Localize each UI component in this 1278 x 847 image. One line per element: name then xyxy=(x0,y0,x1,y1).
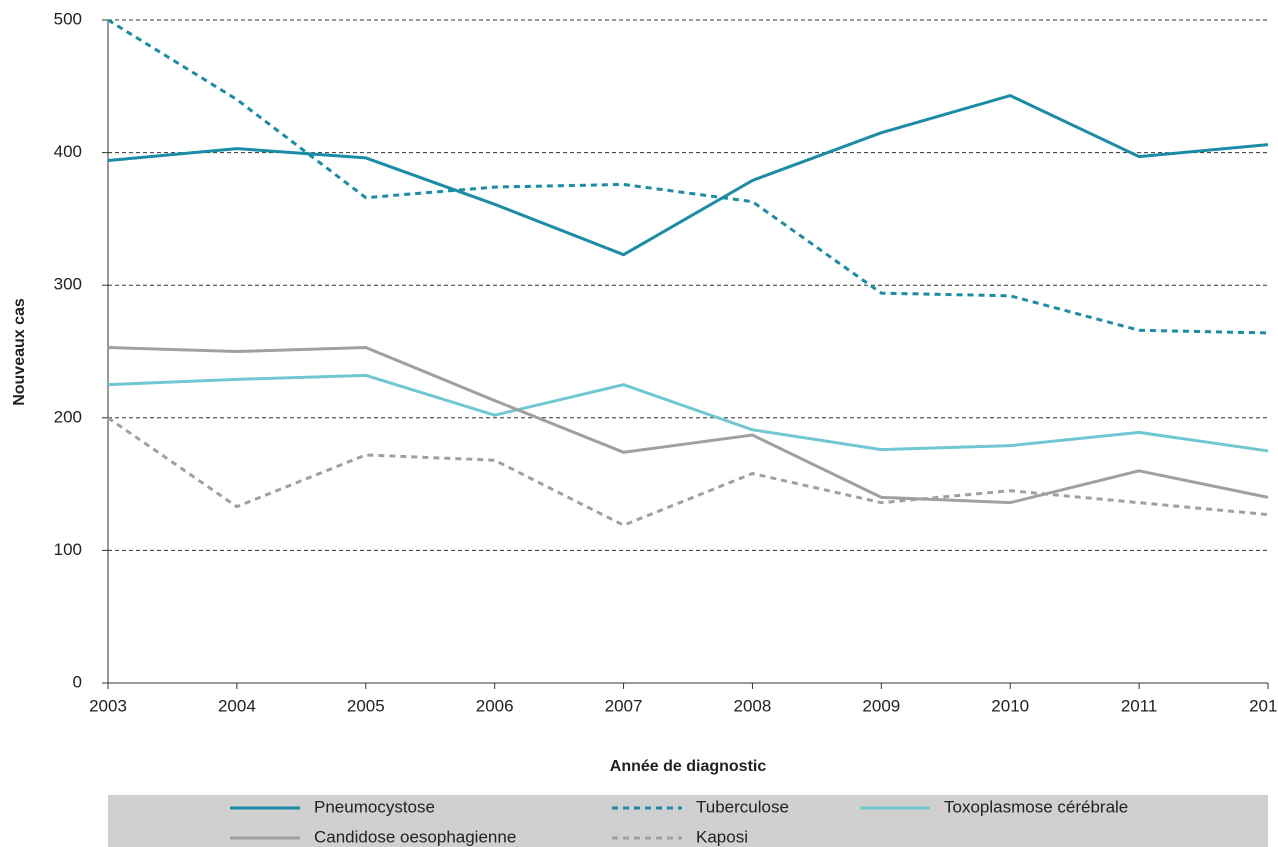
x-tick-label: 2005 xyxy=(347,696,385,715)
x-tick-label: 2008 xyxy=(734,696,772,715)
y-tick-label: 100 xyxy=(54,540,82,559)
series-line xyxy=(107,373,1269,453)
x-tick-label: 2004 xyxy=(218,696,256,715)
y-tick-label: 300 xyxy=(54,275,82,294)
x-axis-label: Année de diagnostic xyxy=(610,758,767,775)
x-tick-label: 2003 xyxy=(89,696,127,715)
legend-label: Kaposi xyxy=(696,827,748,846)
y-axis-label: Nouveaux cas xyxy=(11,298,28,406)
legend-label: Toxoplasmose cérébrale xyxy=(944,797,1128,816)
y-tick-label: 400 xyxy=(54,142,82,161)
y-tick-label: 200 xyxy=(54,407,82,426)
series-line xyxy=(107,93,1269,257)
legend-label: Candidose oesophagienne xyxy=(314,827,516,846)
x-tick-label: 2010 xyxy=(991,696,1029,715)
y-tick-label: 0 xyxy=(73,672,82,691)
x-tick-label: 2006 xyxy=(476,696,514,715)
x-tick-label: 2007 xyxy=(605,696,643,715)
x-tick-label: 2012 xyxy=(1249,696,1278,715)
series-line xyxy=(107,346,1269,505)
y-tick-label: 500 xyxy=(54,9,82,28)
x-tick-label: 2011 xyxy=(1121,696,1158,715)
series-line xyxy=(107,18,1269,335)
legend-box xyxy=(108,795,1268,847)
series-line xyxy=(107,416,1269,527)
x-tick-label: 2009 xyxy=(862,696,900,715)
legend-label: Tuberculose xyxy=(696,797,789,816)
legend-label: Pneumocystose xyxy=(314,797,435,816)
